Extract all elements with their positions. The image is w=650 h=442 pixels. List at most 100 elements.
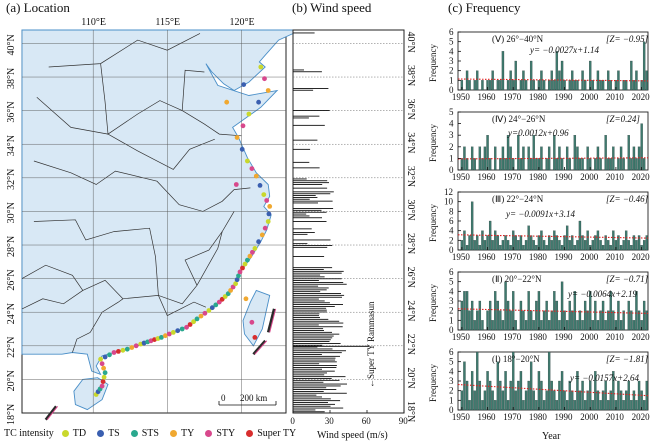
freq-bar [555,158,559,171]
tc-landfall-dot [258,64,264,70]
tc-landfall-dot [265,219,271,224]
wind-lat-label: 24°N [405,300,416,321]
tc-landfall-dot [102,354,108,360]
freq-bar [624,80,628,91]
freq-y-tick-label: 5 [449,357,454,367]
wind-bar [293,400,341,402]
freq-bar [481,320,484,331]
freq-bar [622,400,625,411]
tc-landfall-dot [159,335,164,340]
wind-bar [293,200,333,202]
tc-landfall-dot [245,257,250,263]
wind-bar [293,300,325,302]
freq-x-tick-label: 2000 [580,92,599,102]
tc-landfall-dot [98,356,103,362]
freq-bar [609,80,612,91]
wind-bar [293,355,340,357]
freq-bar [545,390,548,411]
freq-ylabel: Frequency [428,364,438,402]
wind-bar [293,385,341,387]
freq-bar [630,158,633,171]
freq-bar [463,230,466,251]
map-lat-label: 18°N [6,404,17,425]
freq-x-tick-label: 1980 [529,332,548,342]
tc-track-segment [44,405,58,421]
freq-bar [645,310,648,331]
freq-bar [468,235,471,251]
wind-bar [293,363,320,365]
freq-bar [596,390,600,411]
wind-bar [293,378,332,379]
freq-bar [583,240,587,251]
freq-bar [627,240,630,251]
freq-regression-equation: y=0.0012x+0.96 [507,128,569,138]
freq-x-tick-label: 1990 [555,252,574,262]
freq-bar [565,225,569,251]
freq-bar [632,320,636,331]
wind-bar [293,306,335,307]
map-lat-label: 36°N [6,101,17,122]
legend-item-sts: STS [130,428,159,439]
wind-bar [293,315,319,317]
wind-bar [293,117,309,119]
freq-bar [642,158,646,171]
wind-bar [293,289,327,291]
scale-bar-zero: 0 [221,393,226,403]
freq-bar [624,230,628,251]
freq-x-tick-label: 1960 [478,252,497,262]
wind-lat-label: 20°N [405,367,416,388]
freq-bar [547,235,551,251]
freq-bar [581,235,584,251]
freq-bar [622,158,625,171]
freq-y-tick-label: 10 [444,197,454,207]
wind-lat-label: 26°N [405,267,416,288]
tc-landfall-dot [252,246,258,251]
freq-bar [640,123,643,171]
wind-bar [293,331,332,333]
freq-bar [619,320,623,331]
freq-bar [622,80,625,91]
freq-y-tick-label: 4 [449,119,454,129]
freq-bar [573,80,577,91]
freq-bar [645,235,648,251]
freq-x-tick-label: 2000 [580,172,599,182]
tc-landfall-dot [101,374,107,380]
legend-dot-ty [169,430,177,437]
wind-bar [293,341,330,342]
freq-bar [488,158,492,171]
freq-bar [532,135,535,171]
freq-bar [470,201,474,251]
freq-bar [547,351,551,411]
wind-bar [293,379,340,381]
freq-bar [617,235,620,251]
wind-bar [293,115,320,117]
wind-bar [293,269,324,270]
freq-x-tick-label: 1990 [555,332,574,342]
wind-bar [293,352,342,354]
tc-landfall-dot [100,379,106,384]
wind-bar [293,387,327,389]
freq-bar [506,240,510,251]
wind-bar [293,346,318,348]
freq-bar [591,240,595,251]
freq-bar [483,240,487,251]
wind-bar [293,243,308,245]
freq-bar [622,240,625,251]
tc-landfall-dot [246,111,252,117]
freq-bar [632,80,636,91]
wind-bar [293,302,330,304]
legend: TC intensity TD TS STS TY STY Super TY [4,428,307,439]
map-lon-label: 115°E [155,17,180,28]
legend-dot-td [61,430,69,437]
wind-bar [293,272,342,274]
wind-bar [293,354,322,355]
freq-x-tick-label: 2020 [632,412,650,422]
freq-bar [599,400,602,411]
freq-panel-title: (Ⅴ) 26°−40°N [492,34,544,44]
tc-landfall-dot [239,146,245,152]
freq-bar [553,390,556,411]
freq-panel-title: (Ⅱ) 20°−22°N [492,274,542,284]
freq-z-stat: [Z=0.24] [606,114,640,124]
freq-y-tick-label: 0 [449,85,454,95]
wind-bar [293,313,320,315]
